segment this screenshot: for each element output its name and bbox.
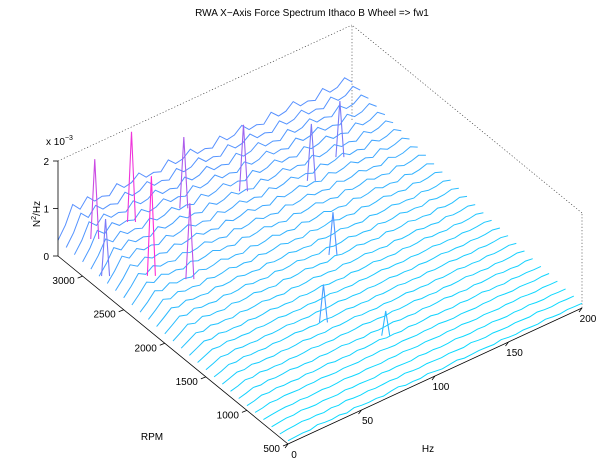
spectrum-line: [156, 179, 451, 327]
spectrum-line: [271, 288, 566, 428]
spectrum-line: [254, 273, 550, 413]
resonance-peak: [101, 219, 111, 277]
spectrum-line: [189, 212, 484, 356]
spectrum-line: [263, 280, 558, 421]
spectrum-line: [164, 187, 459, 335]
spectrum-line: [238, 258, 533, 399]
box-edge: [351, 24, 583, 214]
y-tick-label: 500: [263, 444, 280, 455]
resonance-peak: [306, 123, 316, 181]
y-tick-label: 1500: [176, 377, 199, 388]
spectrum-line: [279, 295, 575, 435]
resonance-peak: [238, 124, 249, 192]
spectrum-line: [90, 111, 386, 270]
x-tick-label: 50: [362, 416, 374, 427]
spectrum-line: [57, 77, 353, 241]
rpm-axis-line: [57, 255, 289, 445]
x-tick-label: 150: [506, 348, 523, 359]
resonance-peak: [318, 284, 329, 323]
axes-box: [57, 24, 583, 308]
x-axis-label: Hz: [422, 444, 434, 455]
resonance-peak: [185, 203, 195, 280]
x-tick: [505, 341, 509, 347]
resonance-peak: [146, 176, 156, 276]
y-tick-label: 3000: [52, 276, 75, 287]
y-tick-label: 2000: [135, 343, 158, 354]
z-axis-label: N2/Hz: [31, 201, 43, 227]
spectrum-line: [172, 195, 468, 342]
y-tick: [200, 376, 207, 380]
spectrum-line: [213, 235, 509, 378]
spectrum-line: [180, 204, 476, 349]
x-tick: [578, 307, 583, 313]
spectrum-line: [82, 103, 377, 263]
x-tick: [358, 409, 362, 415]
spectrum-line: [287, 302, 583, 442]
spectrum-line: [131, 154, 426, 306]
spectrum-line: [123, 146, 418, 299]
spectrum-line: [115, 137, 410, 291]
y-tick: [118, 309, 124, 313]
x-tick: [284, 443, 289, 449]
z-tick-label: 1: [43, 205, 49, 216]
spectrum-line: [98, 120, 394, 277]
z-multiplier: x 10−3: [46, 135, 73, 148]
resonance-peak: [381, 310, 391, 336]
resonance-peak: [90, 159, 100, 240]
resonance-peak: [126, 131, 137, 223]
z-tick-label: 0: [43, 252, 49, 263]
x-tick: [431, 375, 436, 381]
y-tick: [159, 342, 165, 346]
axes: 0 50 100 150 200 500 1000 1500 2000 2500 3000 0 1 2: [43, 157, 596, 461]
spectrum-line: [106, 128, 402, 284]
resonance-peak: [179, 137, 189, 209]
spectrum-line: [230, 250, 525, 392]
spectrum-line: [197, 219, 492, 363]
spectrum-line: [139, 163, 435, 313]
spectrum-line: [148, 171, 443, 320]
y-axis-label: RPM: [141, 432, 163, 443]
chart-title: RWA X−Axis Force Spectrum Ithaco B Wheel…: [195, 8, 429, 19]
y-tick: [282, 443, 289, 447]
resonance-peak: [328, 212, 338, 256]
y-tick: [77, 275, 83, 279]
x-tick-label: 200: [580, 314, 597, 325]
spectrum-line: [65, 85, 361, 248]
resonance-peak: [335, 101, 345, 158]
x-tick-label: 100: [433, 382, 450, 393]
resonance-peaks: [90, 101, 391, 336]
y-tick-label: 1000: [217, 410, 240, 421]
spectrum-line: [246, 265, 542, 407]
x-tick-label: 0: [291, 450, 297, 461]
spectrum-line: [73, 94, 369, 255]
box-edge: [57, 24, 353, 162]
y-tick: [241, 410, 248, 413]
spectrum-line: [221, 242, 517, 385]
spectrum-line: [205, 227, 501, 371]
spectrum-lines: [57, 77, 583, 442]
z-tick-label: 2: [43, 157, 49, 168]
y-tick-label: 2500: [93, 310, 116, 321]
